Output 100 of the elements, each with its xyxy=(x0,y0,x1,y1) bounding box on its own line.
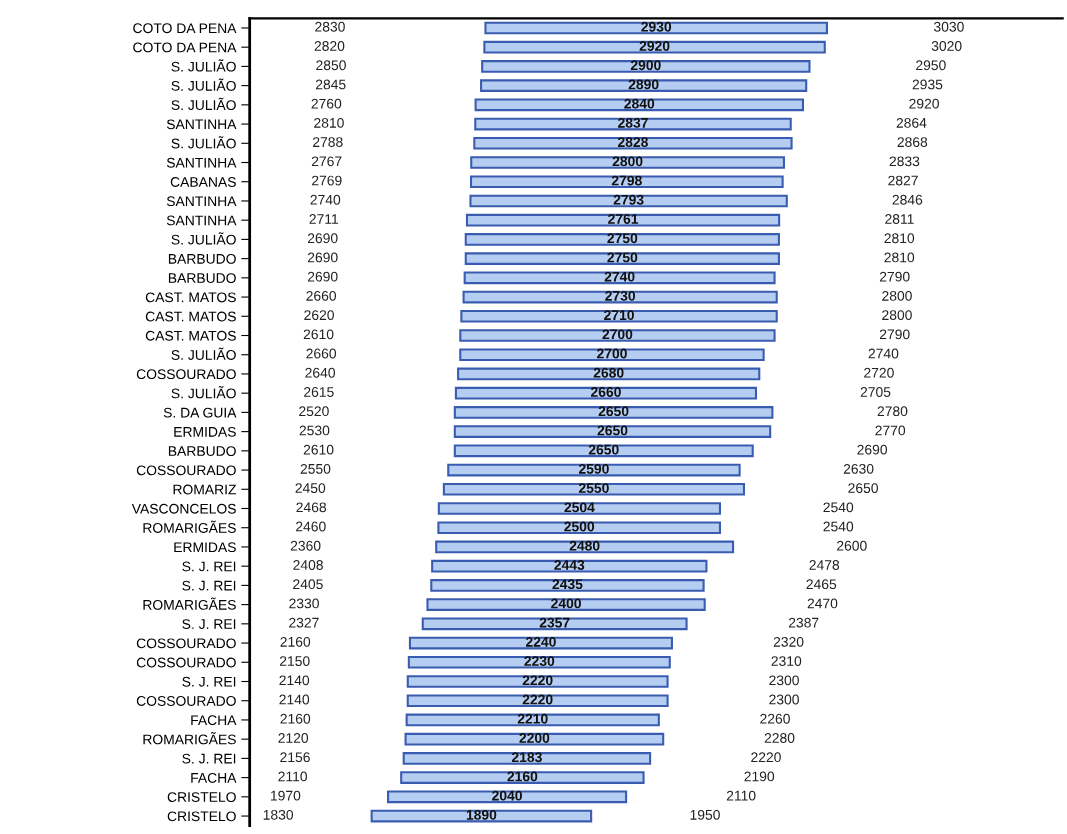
category-label: S. JULIÃO xyxy=(171,97,236,111)
data-label: 2630 xyxy=(843,463,874,474)
data-label: 2890 xyxy=(628,79,659,90)
data-label: 2650 xyxy=(588,444,619,455)
data-label: 3020 xyxy=(931,41,962,51)
data-label: 2360 xyxy=(290,540,321,551)
category-label: ERMIDAS xyxy=(174,542,236,553)
data-label: 2660 xyxy=(306,348,337,359)
data-label: 2837 xyxy=(618,117,648,128)
data-label: 2920 xyxy=(639,41,670,51)
category-label: CAST. MATOS xyxy=(145,330,236,341)
data-label: 2740 xyxy=(310,194,341,205)
data-label: 2110 xyxy=(278,771,308,782)
data-label: 2210 xyxy=(517,713,548,724)
data-label: 2400 xyxy=(551,598,581,609)
data-label: 2767 xyxy=(311,156,342,167)
data-label: 2465 xyxy=(806,579,837,590)
category-label: ROMARIZ xyxy=(173,484,237,495)
data-label: 2640 xyxy=(305,367,336,378)
data-label: 2443 xyxy=(554,560,585,570)
data-label: 1830 xyxy=(263,809,294,820)
data-label: 2690 xyxy=(307,271,338,282)
data-label: 2610 xyxy=(303,329,334,340)
data-label: 2828 xyxy=(617,137,648,148)
data-label: 2240 xyxy=(525,636,556,647)
data-label: 2800 xyxy=(612,156,643,167)
data-label: 2230 xyxy=(524,656,555,667)
category-label: S. J. REI xyxy=(182,561,236,572)
category-label: CRISTELO xyxy=(167,792,236,802)
data-label: 1890 xyxy=(466,809,497,820)
category-label: SANTINHA xyxy=(166,196,237,207)
data-label: 2327 xyxy=(289,617,319,628)
category-label: SANTINHA xyxy=(166,119,237,130)
data-label: 2770 xyxy=(875,425,906,436)
data-label: 2660 xyxy=(306,290,337,301)
category-label: S. JULIÃO xyxy=(171,136,236,149)
data-label: 2793 xyxy=(613,194,644,205)
data-label: 2387 xyxy=(788,617,819,628)
category-label: ROMARIGÃES xyxy=(143,520,236,533)
category-label: SANTINHA xyxy=(166,215,237,226)
category-label: BARBUDO xyxy=(168,253,236,264)
data-label: 2504 xyxy=(564,502,595,513)
category-label: S. JULIÃO xyxy=(171,232,236,245)
category-label: COSSOURADO xyxy=(136,657,236,668)
data-label: 2650 xyxy=(597,425,628,436)
category-label: FACHA xyxy=(191,715,237,726)
category-label: S. JULIÃO xyxy=(171,347,236,360)
data-label: 3030 xyxy=(933,21,964,32)
data-label: 2690 xyxy=(307,252,338,263)
data-label: 2769 xyxy=(312,175,342,186)
data-label: 2200 xyxy=(519,733,550,743)
category-label: CAST. MATOS xyxy=(145,311,236,322)
data-label: 2450 xyxy=(295,483,326,494)
category-label: S. JULIÃO xyxy=(171,59,236,72)
category-label: VASCONCELOS xyxy=(131,503,236,514)
data-label: 2900 xyxy=(630,60,661,71)
data-label: 2864 xyxy=(896,117,927,128)
data-label: 2827 xyxy=(888,175,918,186)
data-label: 2846 xyxy=(892,194,923,205)
data-label: 2820 xyxy=(314,41,345,51)
category-label: S. J. REI xyxy=(182,619,236,629)
data-label: 2788 xyxy=(313,137,343,148)
data-label: 2935 xyxy=(912,79,943,90)
data-label: 2590 xyxy=(578,463,609,474)
data-label: 2220 xyxy=(522,694,553,705)
data-label: 2120 xyxy=(278,733,309,743)
data-label: 2810 xyxy=(314,117,344,128)
data-label: 2750 xyxy=(607,252,638,263)
data-label: 2720 xyxy=(864,367,894,378)
data-label: 2150 xyxy=(279,656,310,666)
category-label: FACHA xyxy=(191,772,237,783)
data-label: 2300 xyxy=(769,675,799,686)
data-label: 2650 xyxy=(848,483,878,494)
category-label: ERMIDAS xyxy=(174,426,236,437)
data-label: 2810 xyxy=(884,233,915,244)
data-label: 2408 xyxy=(293,560,323,570)
data-label: 2810 xyxy=(884,252,915,263)
data-label: 2690 xyxy=(307,233,338,244)
data-label: 2160 xyxy=(280,636,311,647)
data-label: 2140 xyxy=(279,694,310,705)
data-label: 2110 xyxy=(726,790,756,801)
data-label: 2330 xyxy=(289,598,319,609)
data-label: 2760 xyxy=(311,98,342,109)
data-label: 2220 xyxy=(522,675,553,686)
category-label: S. DA GUIA xyxy=(163,407,237,418)
data-label: 2750 xyxy=(607,233,638,244)
data-label: 2357 xyxy=(539,617,570,628)
data-label: 2711 xyxy=(309,214,339,224)
data-label: 2930 xyxy=(641,21,672,32)
data-label: 2680 xyxy=(593,367,624,378)
data-label: 2540 xyxy=(823,502,854,513)
data-label: 2620 xyxy=(304,310,334,321)
data-label: 2310 xyxy=(771,656,802,666)
data-label: 2600 xyxy=(837,540,867,551)
data-label: 2740 xyxy=(604,271,635,282)
category-label: COSSOURADO xyxy=(136,369,236,380)
data-label: 2615 xyxy=(304,387,334,397)
data-label: 2798 xyxy=(611,175,642,186)
data-label: 2040 xyxy=(492,790,522,801)
data-label: 2540 xyxy=(823,521,854,532)
